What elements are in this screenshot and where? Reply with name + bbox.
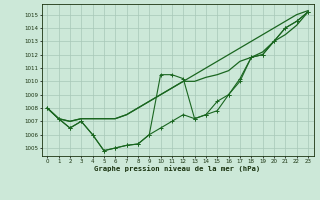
- X-axis label: Graphe pression niveau de la mer (hPa): Graphe pression niveau de la mer (hPa): [94, 165, 261, 172]
